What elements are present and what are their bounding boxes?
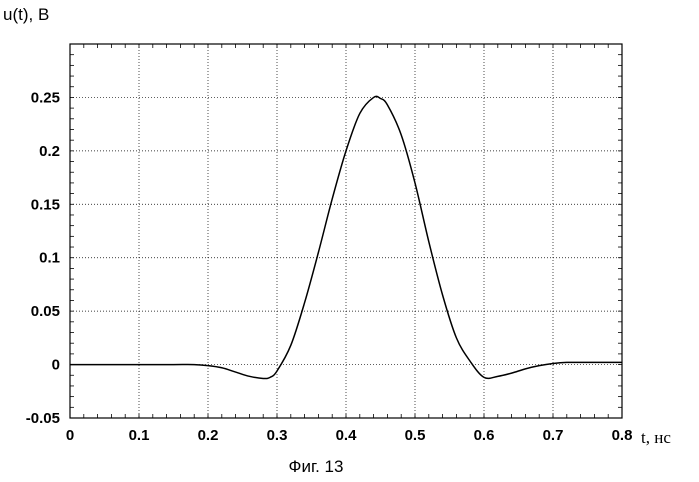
series-group: [70, 96, 622, 378]
x-tick-label: 0.3: [267, 427, 288, 444]
y-tick-label: 0.25: [31, 89, 60, 106]
y-tick-label: 0.15: [31, 196, 60, 213]
x-tick-label: 0.8: [612, 427, 633, 444]
y-tick-labels: -0.05 0 0.05 0.1 0.15 0.2 0.25: [26, 89, 60, 427]
x-tick-label: 0: [66, 427, 74, 444]
y-tick-label: 0.1: [39, 250, 60, 267]
y-tick-label: 0.2: [39, 143, 60, 160]
grid: [70, 44, 622, 418]
x-tick-label: 0.4: [336, 427, 358, 444]
x-axis-label: t, нс: [641, 428, 671, 447]
y-axis-label: u(t), В: [3, 5, 49, 24]
x-tick-label: 0.1: [129, 427, 150, 444]
x-tick-label: 0.6: [474, 427, 495, 444]
y-tick-label: 0: [52, 357, 60, 374]
x-tick-labels: 0 0.1 0.2 0.3 0.4 0.5 0.6 0.7 0.8: [66, 427, 633, 444]
x-tick-label: 0.7: [543, 427, 564, 444]
y-tick-label: -0.05: [26, 410, 60, 427]
series-line: [70, 96, 622, 378]
figure-caption: Фиг. 13: [289, 457, 344, 476]
x-tick-label: 0.5: [405, 427, 426, 444]
x-tick-label: 0.2: [198, 427, 219, 444]
y-tick-label: 0.05: [31, 303, 60, 320]
